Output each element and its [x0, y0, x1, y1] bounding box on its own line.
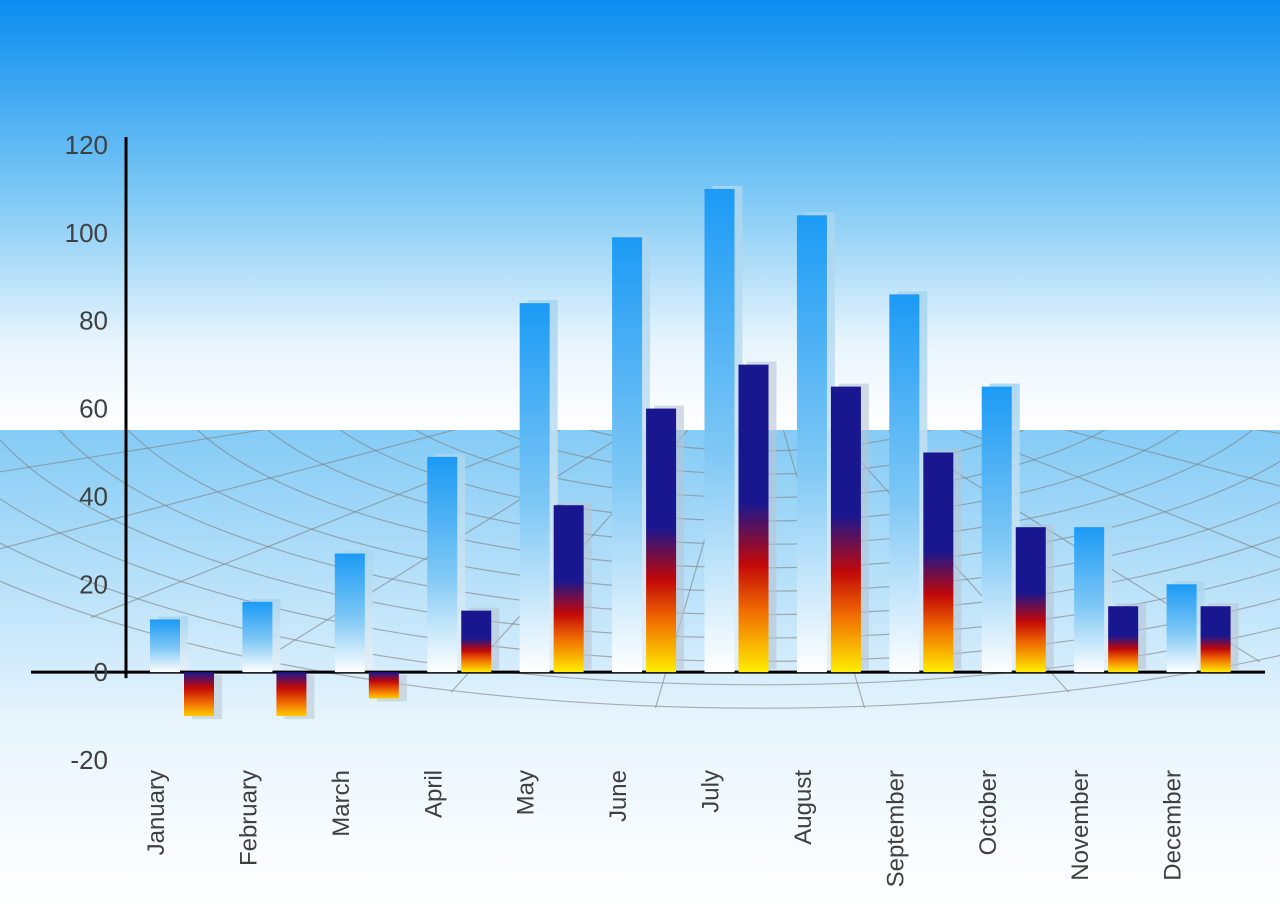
- bar-series-b: [276, 672, 306, 716]
- bar-series-b: [923, 453, 953, 673]
- bar-series-a: [427, 457, 457, 672]
- bar-series-a: [705, 189, 735, 672]
- bar-series-a: [982, 387, 1012, 673]
- x-tick-label: December: [1160, 770, 1187, 881]
- bar-series-b: [831, 387, 861, 673]
- bar-series-b: [369, 672, 399, 698]
- bar-series-b: [1108, 606, 1138, 672]
- y-tick-label: 40: [79, 481, 108, 511]
- bar-series-a: [1167, 584, 1197, 672]
- x-tick-label: November: [1067, 770, 1094, 881]
- y-tick-label: 100: [65, 218, 108, 248]
- bar-series-b: [461, 611, 491, 673]
- bar-series-b: [184, 672, 214, 716]
- y-tick-label: 20: [79, 569, 108, 599]
- y-tick-label: 0: [94, 657, 108, 687]
- bar-series-a: [150, 619, 180, 672]
- bar-chart: -20 0 20 40 60 80 100 120 January February March A…: [0, 0, 1280, 905]
- bar-series-b: [739, 365, 769, 672]
- x-tick-label: January: [143, 770, 170, 855]
- bar-series-a: [797, 215, 827, 672]
- x-tick-label: August: [790, 770, 817, 845]
- bar-series-a: [520, 303, 550, 672]
- bar-series-b: [1016, 527, 1046, 672]
- bar-series-b: [646, 409, 676, 673]
- x-tick-label: February: [235, 770, 262, 866]
- x-tick-label: April: [420, 770, 447, 818]
- y-tick-label: -20: [70, 745, 108, 775]
- bar-series-b: [1201, 606, 1231, 672]
- bar-series-a: [1074, 527, 1104, 672]
- y-tick-label: 80: [79, 306, 108, 336]
- x-tick-label: May: [513, 770, 540, 815]
- x-tick-label: October: [975, 770, 1002, 855]
- bar-series-a: [335, 554, 365, 673]
- bar-series-a: [242, 602, 272, 672]
- x-tick-label: July: [698, 770, 725, 813]
- x-tick-label: September: [882, 770, 909, 887]
- chart-container: -20 0 20 40 60 80 100 120 January February March A…: [0, 0, 1280, 905]
- bar-series-b: [554, 505, 584, 672]
- bar-series-a: [889, 294, 919, 672]
- x-tick-label: June: [605, 770, 632, 822]
- bar-series-a: [612, 237, 642, 672]
- y-tick-label: 60: [79, 394, 108, 424]
- x-tick-label: March: [328, 770, 355, 837]
- y-tick-label: 120: [65, 130, 108, 160]
